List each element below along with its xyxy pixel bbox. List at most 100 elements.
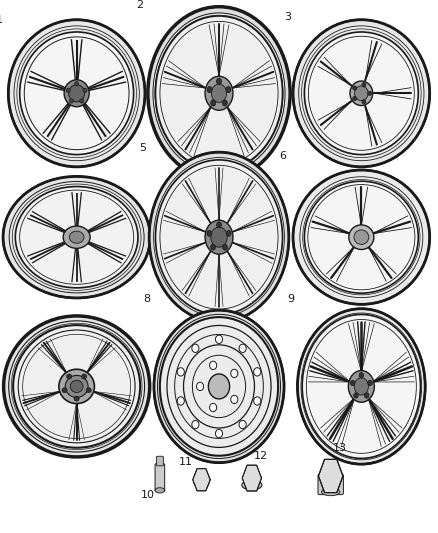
Ellipse shape — [66, 88, 70, 93]
Ellipse shape — [65, 375, 88, 398]
Ellipse shape — [293, 170, 430, 304]
Ellipse shape — [210, 403, 217, 411]
Ellipse shape — [69, 231, 84, 243]
Ellipse shape — [207, 86, 212, 93]
Ellipse shape — [211, 227, 227, 247]
Polygon shape — [318, 459, 343, 492]
Polygon shape — [242, 465, 261, 491]
Text: 10: 10 — [141, 490, 155, 500]
Ellipse shape — [364, 393, 369, 398]
Ellipse shape — [226, 86, 231, 93]
Ellipse shape — [197, 382, 204, 391]
Ellipse shape — [81, 374, 87, 379]
Ellipse shape — [353, 86, 357, 90]
Ellipse shape — [304, 32, 418, 155]
Ellipse shape — [297, 309, 425, 464]
Ellipse shape — [8, 20, 145, 167]
Ellipse shape — [350, 81, 373, 106]
Ellipse shape — [15, 187, 138, 288]
Ellipse shape — [348, 370, 374, 402]
Text: 9: 9 — [287, 294, 294, 303]
Ellipse shape — [155, 16, 283, 171]
Ellipse shape — [349, 225, 374, 249]
Ellipse shape — [207, 230, 212, 236]
Ellipse shape — [350, 380, 355, 386]
Ellipse shape — [13, 325, 140, 448]
Ellipse shape — [216, 222, 222, 228]
Ellipse shape — [231, 369, 238, 377]
Ellipse shape — [210, 361, 217, 369]
Ellipse shape — [362, 100, 366, 104]
Ellipse shape — [194, 479, 209, 488]
Ellipse shape — [4, 316, 150, 457]
Ellipse shape — [354, 230, 369, 245]
Ellipse shape — [216, 78, 222, 84]
Ellipse shape — [359, 373, 364, 378]
Ellipse shape — [160, 317, 278, 456]
Ellipse shape — [215, 335, 223, 343]
Ellipse shape — [354, 393, 358, 398]
Ellipse shape — [353, 96, 357, 101]
Ellipse shape — [3, 176, 150, 298]
Ellipse shape — [205, 76, 233, 110]
Ellipse shape — [211, 100, 216, 106]
Ellipse shape — [205, 220, 233, 254]
Ellipse shape — [155, 160, 283, 314]
Ellipse shape — [74, 82, 79, 86]
Ellipse shape — [254, 368, 261, 376]
Text: 5: 5 — [139, 143, 146, 152]
Ellipse shape — [215, 430, 223, 438]
Ellipse shape — [192, 344, 199, 352]
Ellipse shape — [212, 84, 226, 102]
Ellipse shape — [83, 88, 87, 93]
Ellipse shape — [302, 314, 420, 458]
Ellipse shape — [362, 83, 366, 87]
Ellipse shape — [63, 226, 90, 248]
Text: 13: 13 — [333, 443, 347, 454]
Ellipse shape — [223, 244, 227, 250]
Ellipse shape — [239, 344, 246, 352]
Ellipse shape — [149, 152, 289, 322]
Ellipse shape — [245, 482, 258, 488]
Ellipse shape — [154, 310, 284, 463]
Ellipse shape — [86, 388, 91, 393]
Ellipse shape — [354, 86, 368, 101]
Ellipse shape — [254, 397, 261, 405]
Ellipse shape — [222, 100, 227, 106]
Text: 2: 2 — [136, 0, 143, 10]
Ellipse shape — [67, 374, 72, 379]
Ellipse shape — [177, 397, 184, 405]
Text: 8: 8 — [143, 294, 150, 304]
Ellipse shape — [242, 480, 262, 490]
Text: 12: 12 — [254, 451, 268, 462]
Ellipse shape — [211, 244, 215, 250]
Ellipse shape — [148, 7, 290, 180]
Text: 3: 3 — [284, 12, 291, 22]
Text: 6: 6 — [279, 151, 286, 161]
Ellipse shape — [293, 20, 430, 167]
Ellipse shape — [354, 378, 368, 395]
Ellipse shape — [368, 380, 372, 386]
Ellipse shape — [304, 181, 418, 293]
Ellipse shape — [208, 374, 230, 399]
Ellipse shape — [69, 85, 85, 102]
Ellipse shape — [20, 32, 134, 155]
Ellipse shape — [367, 91, 371, 95]
Ellipse shape — [239, 421, 246, 429]
Ellipse shape — [226, 230, 231, 236]
FancyBboxPatch shape — [318, 474, 343, 495]
Ellipse shape — [64, 80, 89, 107]
FancyBboxPatch shape — [156, 456, 163, 466]
Ellipse shape — [177, 368, 184, 376]
Ellipse shape — [70, 381, 83, 392]
FancyBboxPatch shape — [155, 464, 165, 491]
Ellipse shape — [155, 488, 165, 493]
Ellipse shape — [192, 421, 199, 429]
Ellipse shape — [321, 488, 340, 496]
Ellipse shape — [231, 395, 238, 403]
Text: 1: 1 — [0, 15, 3, 25]
Polygon shape — [193, 469, 210, 491]
Ellipse shape — [80, 99, 84, 103]
Text: 11: 11 — [179, 457, 193, 467]
Ellipse shape — [59, 369, 95, 403]
